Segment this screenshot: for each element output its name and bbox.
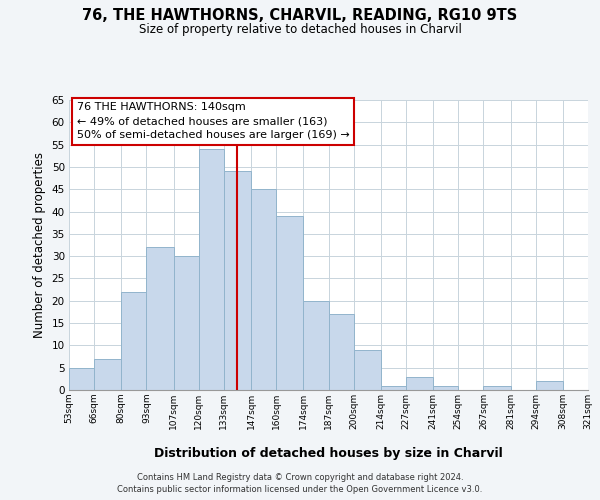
Bar — [199, 149, 224, 390]
Text: Size of property relative to detached houses in Charvil: Size of property relative to detached ho… — [139, 22, 461, 36]
Bar — [381, 386, 406, 390]
Bar — [304, 301, 329, 390]
Bar — [94, 359, 121, 390]
Bar — [484, 386, 511, 390]
Bar — [251, 189, 276, 390]
Y-axis label: Number of detached properties: Number of detached properties — [33, 152, 46, 338]
Text: 76 THE HAWTHORNS: 140sqm
← 49% of detached houses are smaller (163)
50% of semi-: 76 THE HAWTHORNS: 140sqm ← 49% of detach… — [77, 102, 349, 140]
Bar — [146, 247, 173, 390]
Bar — [121, 292, 146, 390]
Text: Distribution of detached houses by size in Charvil: Distribution of detached houses by size … — [154, 448, 503, 460]
Bar — [276, 216, 304, 390]
Bar — [406, 376, 433, 390]
Bar — [69, 368, 94, 390]
Text: Contains HM Land Registry data © Crown copyright and database right 2024.: Contains HM Land Registry data © Crown c… — [137, 472, 463, 482]
Text: 76, THE HAWTHORNS, CHARVIL, READING, RG10 9TS: 76, THE HAWTHORNS, CHARVIL, READING, RG1… — [82, 8, 518, 22]
Bar — [329, 314, 353, 390]
Bar — [224, 172, 251, 390]
Bar — [353, 350, 381, 390]
Bar — [173, 256, 199, 390]
Bar — [536, 381, 563, 390]
Text: Contains public sector information licensed under the Open Government Licence v3: Contains public sector information licen… — [118, 485, 482, 494]
Bar — [433, 386, 458, 390]
